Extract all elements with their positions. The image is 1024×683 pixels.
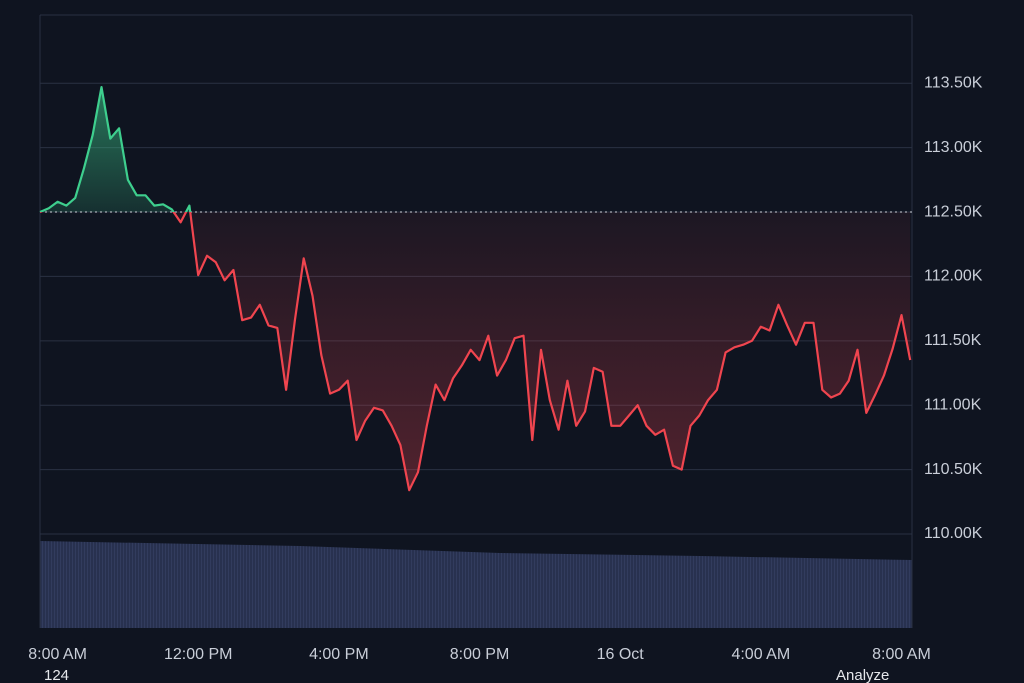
price-line-down bbox=[40, 212, 912, 492]
y-tick-label: 110.00K bbox=[924, 525, 983, 542]
x-tick-label: 4:00 AM bbox=[731, 646, 790, 663]
x-tick-label: 16 Oct bbox=[597, 646, 645, 663]
x-tick-label: 8:00 AM bbox=[28, 646, 87, 663]
x-tick-label: 4:00 PM bbox=[309, 646, 369, 663]
footer-right: Analyze bbox=[836, 667, 889, 683]
plot bbox=[39, 86, 912, 492]
volume-area bbox=[40, 541, 912, 628]
x-tick-label: 8:00 AM bbox=[872, 646, 931, 663]
y-tick-label: 112.50K bbox=[924, 203, 983, 220]
x-tick-label: 12:00 PM bbox=[164, 646, 232, 663]
x-tick-label: 8:00 PM bbox=[450, 646, 510, 663]
y-tick-label: 113.50K bbox=[924, 74, 983, 91]
footer-left: 124 bbox=[44, 667, 69, 683]
area-up bbox=[40, 87, 191, 213]
y-tick-label: 111.00K bbox=[924, 396, 982, 413]
labels: 110.00K 110.50K 111.00K 111.50K 112.00K 112.5… bbox=[28, 74, 983, 663]
y-tick-label: 113.00K bbox=[924, 139, 983, 156]
y-tick-label: 111.50K bbox=[924, 332, 982, 349]
y-tick-label: 110.50K bbox=[924, 461, 983, 478]
y-tick-label: 112.00K bbox=[924, 268, 983, 285]
area-down bbox=[40, 212, 911, 491]
